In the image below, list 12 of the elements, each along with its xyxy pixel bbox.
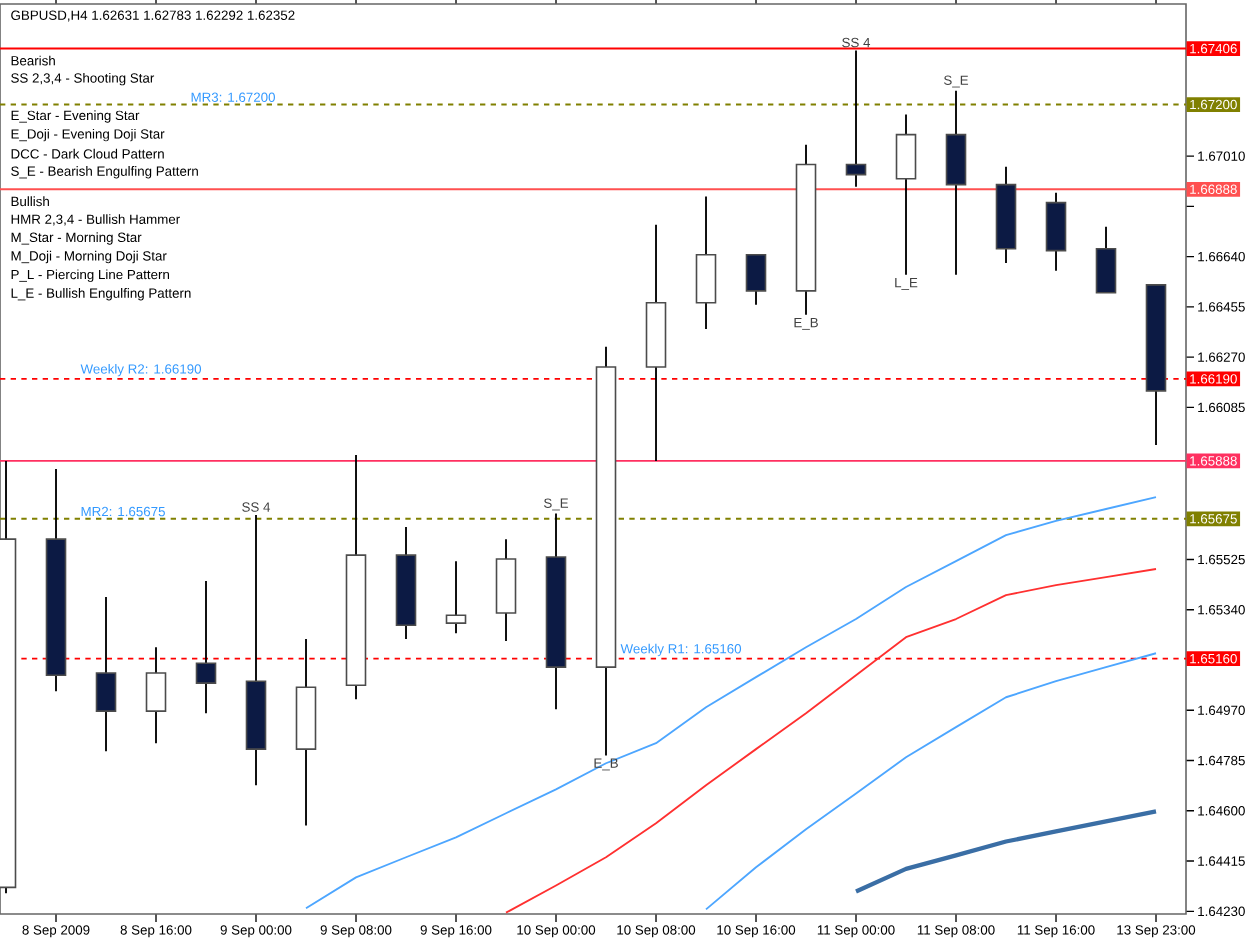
candlestick: [745, 253, 767, 306]
candlestick: [1095, 225, 1117, 294]
candlestick: [95, 596, 117, 753]
candlestick: [145, 646, 167, 745]
line-series: [305, 496, 1157, 910]
candlestick: [195, 580, 217, 715]
candlestick: [845, 49, 867, 188]
line-series: [505, 568, 1157, 914]
line-series: [853, 809, 1159, 894]
line-series: [705, 652, 1157, 911]
candlestick: [895, 113, 917, 276]
candlestick: [445, 560, 467, 635]
